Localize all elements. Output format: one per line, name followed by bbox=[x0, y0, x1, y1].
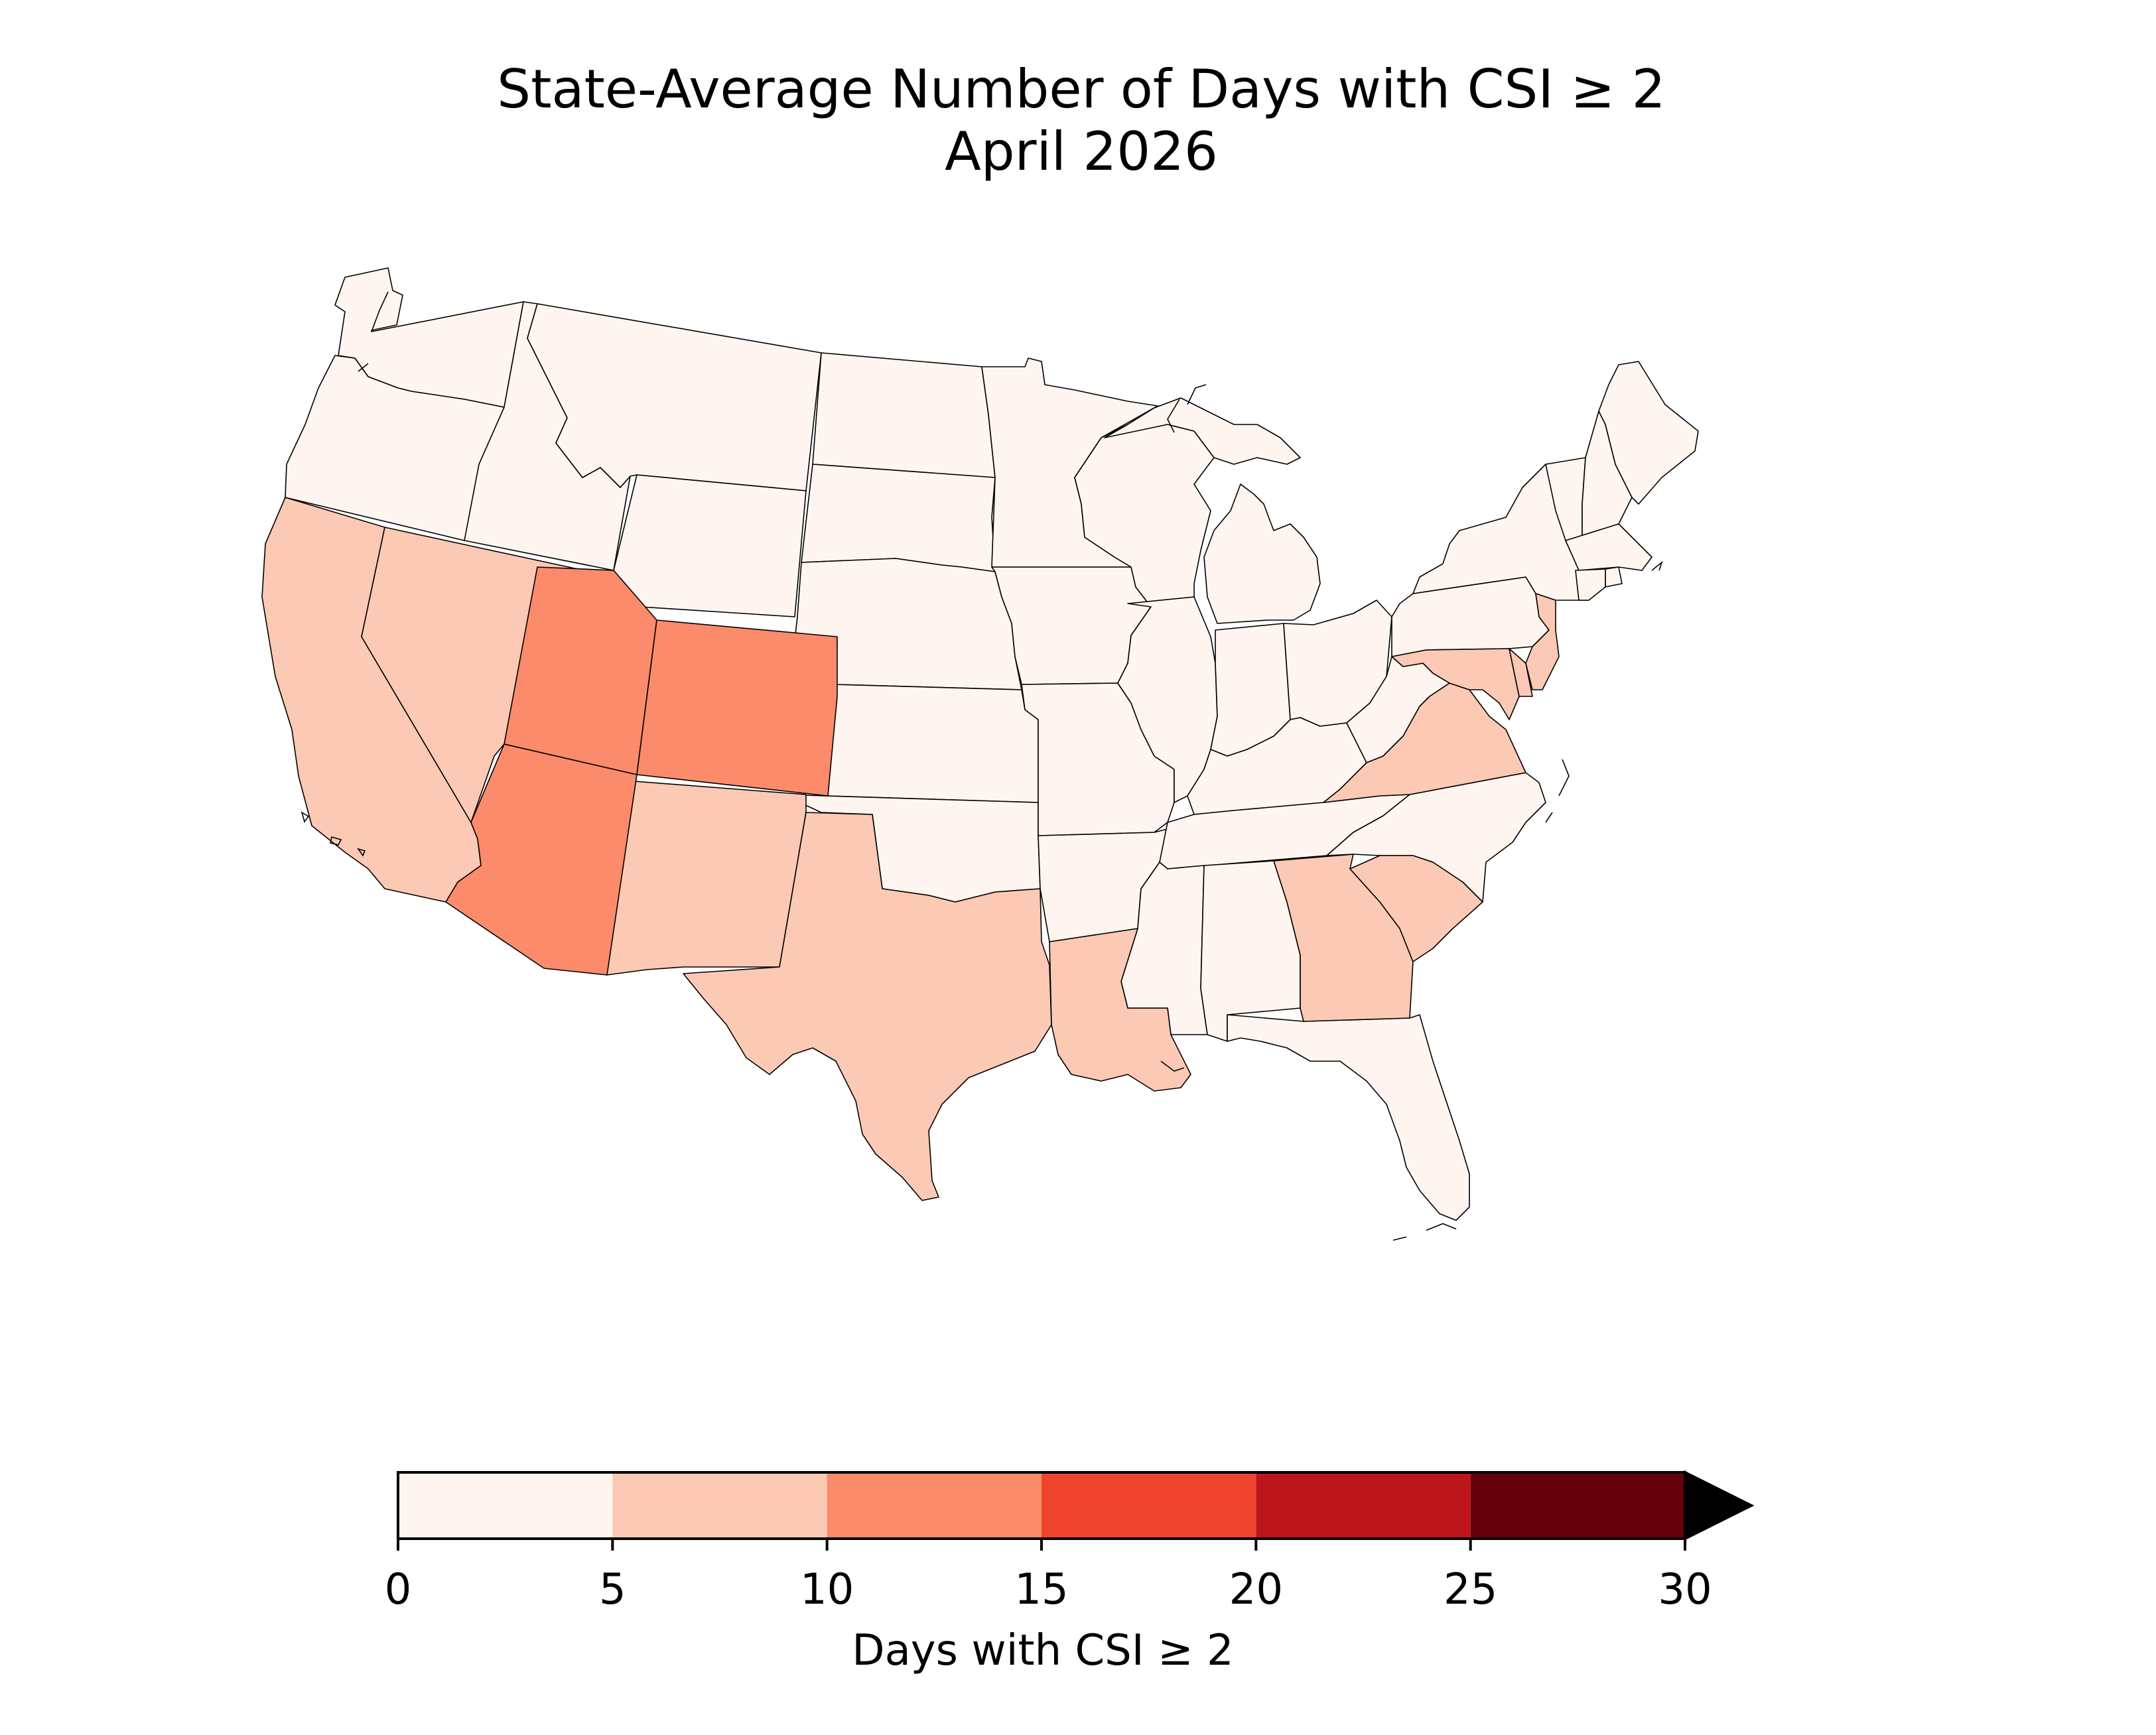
state-tx bbox=[683, 812, 1052, 1201]
state-ga bbox=[1273, 854, 1414, 1022]
state-de bbox=[1509, 648, 1533, 697]
us-states-map bbox=[261, 267, 1699, 1221]
state-ks bbox=[825, 684, 1039, 803]
coast-detail bbox=[1392, 1236, 1407, 1241]
state-nd bbox=[812, 352, 996, 478]
coast-detail bbox=[1160, 1060, 1185, 1072]
state-mi bbox=[1203, 483, 1321, 624]
coast-detail bbox=[1558, 759, 1570, 797]
coast-detail bbox=[358, 363, 369, 372]
coast-detail bbox=[1187, 384, 1207, 405]
colorbar-bin-15-20 bbox=[1042, 1472, 1256, 1539]
state-wy bbox=[610, 474, 807, 617]
chart-title-line1: State-Average Number of Days with CSI ≥ … bbox=[497, 58, 1665, 120]
coast-detail bbox=[1545, 812, 1553, 823]
colorbar-label: Days with CSI ≥ 2 bbox=[852, 1626, 1233, 1675]
colorbar-tick-label: 5 bbox=[599, 1565, 626, 1614]
state-az bbox=[445, 743, 638, 976]
state-sd bbox=[801, 464, 996, 572]
state-mi-part2 bbox=[1104, 397, 1301, 465]
state-nm bbox=[606, 779, 807, 976]
colorbar bbox=[397, 1470, 1755, 1541]
coast-detail bbox=[330, 836, 342, 846]
colorbar-tick-label: 0 bbox=[385, 1565, 412, 1614]
colorbar-bin-25-30 bbox=[1470, 1472, 1685, 1539]
state-la bbox=[1049, 928, 1191, 1092]
coast-detail bbox=[1167, 399, 1180, 433]
state-ri bbox=[1605, 566, 1623, 588]
state-co bbox=[636, 619, 838, 797]
colorbar-tick-label: 15 bbox=[1014, 1565, 1068, 1614]
state-nj bbox=[1525, 593, 1560, 690]
state-fl bbox=[1227, 1014, 1470, 1221]
state-ct bbox=[1575, 568, 1606, 601]
coast-detail bbox=[371, 291, 389, 332]
chart-title-line2: April 2026 bbox=[945, 121, 1218, 182]
coast-detail bbox=[1651, 560, 1663, 571]
colorbar-extend-arrow bbox=[1684, 1470, 1755, 1541]
colorbar-tick-label: 30 bbox=[1658, 1565, 1712, 1614]
state-sc bbox=[1349, 855, 1483, 962]
colorbar-tick-label: 25 bbox=[1444, 1565, 1497, 1614]
coast-detail bbox=[301, 811, 310, 823]
colorbar-tick-label: 20 bbox=[1229, 1565, 1283, 1614]
state-me bbox=[1598, 361, 1699, 505]
colorbar-bin-20-25 bbox=[1256, 1472, 1471, 1539]
colorbar-bin-10-15 bbox=[827, 1472, 1042, 1539]
colorbar-bin-5-10 bbox=[612, 1472, 827, 1539]
state-mt bbox=[527, 303, 822, 491]
coast-detail bbox=[1426, 1223, 1457, 1231]
coastline-details bbox=[301, 291, 1663, 1241]
state-il bbox=[1117, 596, 1218, 803]
coast-detail bbox=[357, 848, 366, 857]
colorbar-tick-label: 10 bbox=[800, 1565, 854, 1614]
colorbar-bin-0-5 bbox=[398, 1472, 613, 1539]
colorbar-ticks: 0 5 10 15 20 25 30 bbox=[385, 1539, 1712, 1614]
